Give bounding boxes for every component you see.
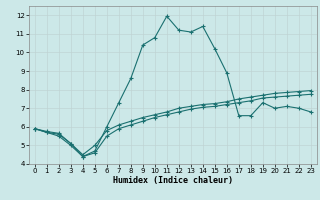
X-axis label: Humidex (Indice chaleur): Humidex (Indice chaleur) xyxy=(113,176,233,185)
